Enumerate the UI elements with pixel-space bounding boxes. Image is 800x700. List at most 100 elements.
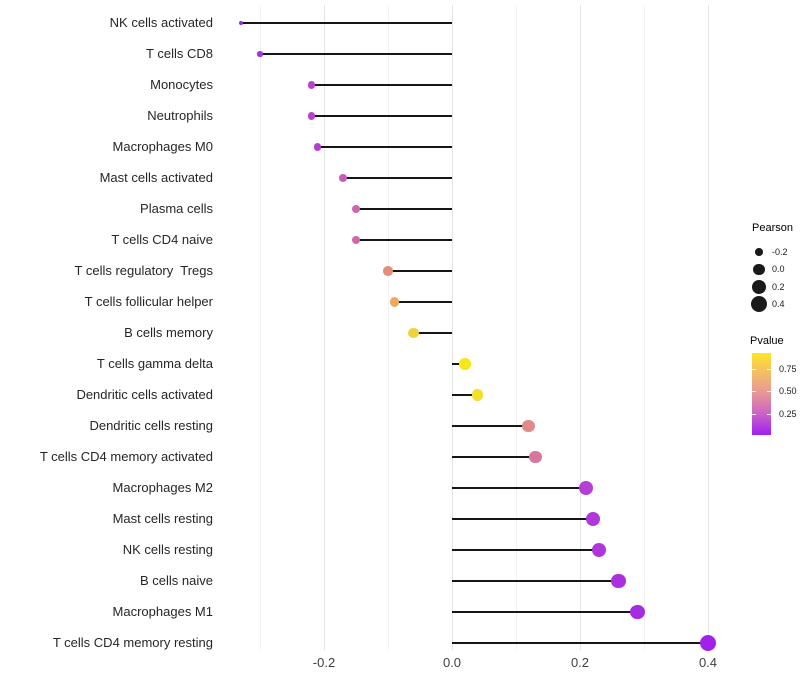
category-label: B cells naive (140, 573, 213, 588)
minor-gridline (260, 5, 261, 650)
size-legend-label: -0.2 (772, 246, 788, 257)
lollipop-dot (383, 266, 393, 276)
lollipop-dot (700, 635, 716, 651)
lollipop-stem (452, 611, 638, 613)
legend-dot (755, 247, 763, 256)
lollipop-stem (452, 394, 478, 396)
category-label: Dendritic cells activated (76, 387, 213, 402)
lollipop-stem (452, 642, 708, 644)
lollipop-stem (452, 363, 465, 365)
legend-dot-box (751, 279, 767, 295)
category-label: T cells follicular helper (84, 294, 213, 309)
lollipop-stem (356, 239, 452, 241)
lollipop-stem (240, 22, 452, 24)
category-label: Mast cells activated (99, 170, 213, 185)
size-legend-entry: 0.0 (750, 261, 800, 279)
lollipop-dot (459, 358, 471, 370)
colorbar-tick (752, 391, 756, 393)
colorbar-tick (767, 369, 771, 371)
lollipop-dot (630, 604, 645, 620)
size-legend-label: 0.0 (772, 264, 785, 275)
lollipop-stem (311, 84, 452, 86)
lollipop-dot (307, 81, 315, 89)
minor-gridline (516, 5, 517, 650)
colorbar-tick (752, 413, 756, 415)
legend-dot-box (751, 261, 767, 277)
size-legend-entry: 0.2 (750, 278, 800, 296)
lollipop-dot (313, 143, 322, 151)
size-legend-title: Pearson (752, 222, 793, 234)
lollipop-dot (522, 419, 536, 433)
major-gridline (452, 5, 453, 650)
lollipop-stem (413, 332, 452, 334)
size-legend-label: 0.4 (772, 299, 785, 310)
legend-dot (752, 279, 766, 294)
lollipop-stem (452, 456, 536, 458)
colorbar-area: 0.75 0.50 0.25 (752, 353, 797, 435)
major-gridline (708, 5, 709, 650)
lollipop-dot (592, 542, 607, 558)
x-tick-label: -0.2 (312, 655, 336, 670)
category-label: Mast cells resting (112, 511, 213, 526)
lollipop-dot (307, 112, 315, 120)
category-label: NK cells activated (109, 15, 213, 30)
lollipop-dot (579, 481, 594, 495)
category-label: T cells gamma delta (96, 356, 213, 371)
lollipop-stem (452, 518, 593, 520)
colorbar-tick (767, 413, 771, 415)
colorbar-gradient (752, 353, 771, 435)
lollipop-dot (339, 173, 348, 183)
minor-gridline (388, 5, 389, 650)
lollipop-dot (351, 204, 361, 214)
lollipop-dot (351, 235, 361, 245)
color-legend: Pvalue 0.75 0.50 0.25 (748, 335, 800, 435)
lollipop-dot (238, 20, 243, 26)
category-label: Macrophages M1 (112, 604, 213, 619)
category-label: Macrophages M2 (112, 480, 213, 495)
size-legend-entry: 0.4 (750, 296, 800, 314)
legend-dot-box (751, 296, 767, 313)
lollipop-dot (585, 511, 600, 526)
lollipop-dot (389, 297, 400, 307)
lollipop-stem (317, 146, 452, 148)
color-legend-title: Pvalue (750, 335, 784, 347)
size-legend-label: 0.2 (772, 281, 785, 292)
lollipop-stem (260, 53, 452, 55)
category-label: T cells CD4 naive (111, 232, 213, 247)
major-gridline (324, 5, 325, 650)
lollipop-dot (611, 573, 626, 589)
colorbar-tick-label: 0.25 (779, 408, 797, 419)
x-tick-label: 0.2 (570, 655, 590, 670)
major-gridline (580, 5, 581, 650)
category-label: Neutrophils (147, 108, 213, 123)
colorbar-tick (752, 369, 756, 371)
lollipop-dot (257, 51, 263, 57)
legend-dot-box (751, 244, 767, 260)
category-label: T cells CD4 memory resting (52, 635, 213, 650)
lollipop-stem (452, 549, 600, 551)
lollipop-dot (528, 450, 542, 464)
colorbar-tick (767, 391, 771, 393)
size-legend-entries: -0.2 0.0 0.2 0.4 (750, 243, 800, 313)
category-label: Dendritic cells resting (89, 418, 213, 433)
minor-gridline (644, 5, 645, 650)
lollipop-dot (408, 327, 419, 339)
colorbar-tick-label: 0.50 (779, 386, 797, 397)
category-label: B cells memory (124, 325, 213, 340)
lollipop-stem (343, 177, 452, 179)
category-label: T cells CD8 (146, 46, 213, 61)
lollipop-stem (394, 301, 452, 303)
lollipop-stem (311, 115, 452, 117)
lollipop-stem (452, 425, 529, 427)
category-label: Macrophages M0 (112, 139, 213, 154)
legend-dot (751, 296, 767, 313)
x-tick-label: 0.4 (698, 655, 718, 670)
category-label: Monocytes (150, 77, 213, 92)
category-label: T cells regulatory Tregs (74, 263, 213, 278)
lollipop-dot (471, 389, 484, 401)
lollipop-stem (452, 487, 587, 489)
category-label: Plasma cells (140, 201, 213, 216)
category-label: NK cells resting (122, 542, 213, 557)
lollipop-stem (388, 270, 452, 272)
